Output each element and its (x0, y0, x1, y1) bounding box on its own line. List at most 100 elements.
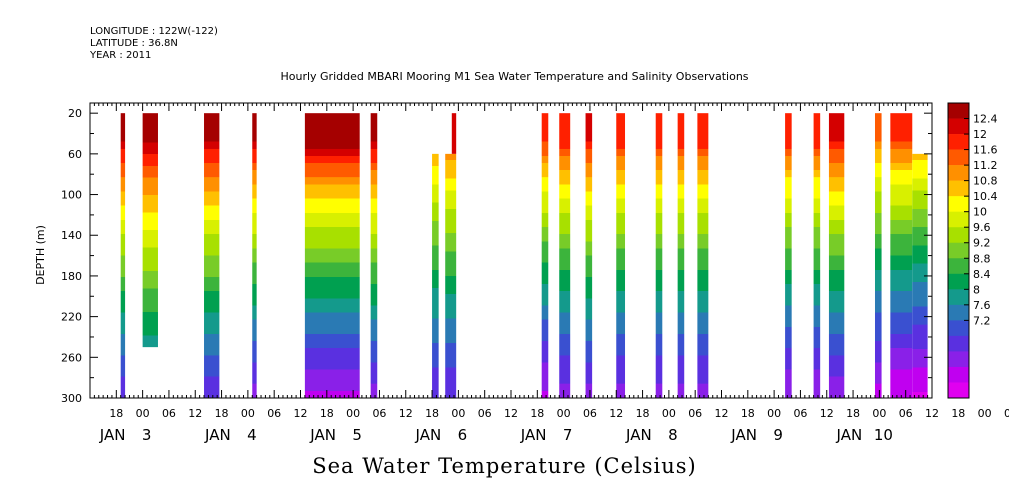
data-bar-7 (445, 154, 456, 398)
data-bar-16 (785, 113, 792, 398)
data-bar-3 (252, 113, 256, 398)
colorbar-label-0: 12.4 (973, 113, 998, 126)
x-day-number-5: 8 (668, 426, 678, 444)
colorbar-cell-1 (948, 119, 969, 135)
colorbar-cell-9 (948, 243, 969, 259)
x-hour-label-34: 06 (1004, 407, 1009, 420)
data-bar-18 (829, 113, 844, 398)
x-hour-label-26: 06 (793, 407, 807, 420)
x-day-month-2: JAN (309, 426, 336, 444)
y-tick-label-1: 60 (68, 148, 82, 161)
colorbar-label-6: 10 (973, 206, 987, 219)
data-bar-20 (890, 113, 912, 398)
x-hour-label-6: 06 (267, 407, 281, 420)
colorbar-label-1: 12 (973, 128, 987, 141)
y-tick-label-4: 180 (61, 270, 82, 283)
data-bar-14 (678, 113, 685, 398)
x-day-month-1: JAN (204, 426, 231, 444)
colorbar-label-13: 7.2 (973, 314, 991, 327)
x-hour-label-7: 12 (294, 407, 308, 420)
x-hour-label-12: 18 (425, 407, 439, 420)
x-hour-label-16: 18 (530, 407, 544, 420)
x-hour-label-14: 06 (478, 407, 492, 420)
x-hour-label-25: 00 (767, 407, 781, 420)
colorbar-cell-4 (948, 165, 969, 181)
x-hour-label-4: 18 (215, 407, 229, 420)
colorbar-cell-14 (948, 320, 969, 336)
data-bar-17 (814, 113, 821, 398)
data-bar-15 (697, 113, 708, 398)
x-hour-label-2: 06 (162, 407, 176, 420)
data-bar-11 (586, 113, 593, 398)
x-hour-label-32: 18 (951, 407, 965, 420)
x-hour-label-3: 12 (188, 407, 202, 420)
colorbar-cell-16 (948, 351, 969, 367)
x-hour-label-20: 18 (636, 407, 650, 420)
colorbar-label-11: 8 (973, 283, 980, 296)
colorbar-cell-3 (948, 150, 969, 166)
x-hour-label-8: 18 (320, 407, 334, 420)
data-bar-8 (452, 113, 456, 154)
data-bar-9 (542, 113, 549, 398)
colorbar-cell-10 (948, 258, 969, 274)
x-day-number-4: 7 (563, 426, 573, 444)
y-tick-label-6: 260 (61, 351, 82, 364)
y-tick-label-7: 300 (61, 392, 82, 405)
x-hour-label-0: 18 (109, 407, 123, 420)
x-day-month-3: JAN (415, 426, 442, 444)
x-hour-label-17: 00 (557, 407, 571, 420)
y-axis-label: DEPTH (m) (34, 225, 47, 285)
colorbar-cell-17 (948, 367, 969, 383)
x-day-number-2: 5 (352, 426, 362, 444)
x-hour-label-29: 00 (872, 407, 886, 420)
colorbar-cell-11 (948, 274, 969, 290)
x-hour-label-9: 00 (346, 407, 360, 420)
x-day-month-4: JAN (520, 426, 547, 444)
x-hour-label-15: 12 (504, 407, 518, 420)
colorbar-label-9: 8.8 (973, 252, 991, 265)
data-bar-0 (121, 113, 125, 398)
x-day-number-0: 3 (142, 426, 152, 444)
x-hour-label-22: 06 (688, 407, 702, 420)
x-hour-label-33: 00 (978, 407, 992, 420)
y-tick-label-0: 20 (68, 107, 82, 120)
data-bar-10 (559, 113, 570, 398)
x-hour-label-13: 00 (451, 407, 465, 420)
x-hour-label-28: 18 (846, 407, 860, 420)
colorbar-cell-15 (948, 336, 969, 352)
x-hour-label-19: 12 (609, 407, 623, 420)
colorbar-cell-13 (948, 305, 969, 321)
x-day-month-7: JAN (836, 426, 863, 444)
colorbar: 12.4 12 11.6 11.2 10.8 10.4 10 9.6 9.2 8.8 8.4 8 7.6… (948, 103, 998, 398)
colorbar-label-12: 7.6 (973, 299, 991, 312)
x-hour-label-18: 06 (583, 407, 597, 420)
data-bar-1 (143, 113, 158, 347)
colorbar-cell-0 (948, 103, 969, 119)
x-hour-label-30: 06 (899, 407, 913, 420)
data-bar-13 (656, 113, 663, 398)
colorbar-label-4: 10.8 (973, 175, 998, 188)
data-bars (121, 113, 928, 398)
colorbar-label-7: 9.6 (973, 221, 991, 234)
x-hour-label-21: 00 (662, 407, 676, 420)
x-hour-label-11: 12 (399, 407, 413, 420)
data-bar-2 (204, 113, 219, 398)
data-bar-6 (432, 154, 439, 398)
x-day-number-7: 10 (874, 426, 893, 444)
data-bar-4 (305, 113, 360, 398)
colorbar-cell-8 (948, 227, 969, 243)
y-tick-label-5: 220 (61, 311, 82, 324)
colorbar-label-8: 9.2 (973, 237, 991, 250)
x-day-number-3: 6 (458, 426, 468, 444)
colorbar-label-3: 11.2 (973, 159, 998, 172)
x-day-month-6: JAN (730, 426, 757, 444)
x-hour-label-5: 00 (241, 407, 255, 420)
colorbar-cell-5 (948, 181, 969, 197)
x-day-month-5: JAN (625, 426, 652, 444)
x-axis-title: Sea Water Temperature (Celsius) (0, 454, 1009, 478)
x-day-number-1: 4 (247, 426, 257, 444)
x-hour-label-31: 12 (925, 407, 939, 420)
x-day-month-0: JAN (99, 426, 126, 444)
